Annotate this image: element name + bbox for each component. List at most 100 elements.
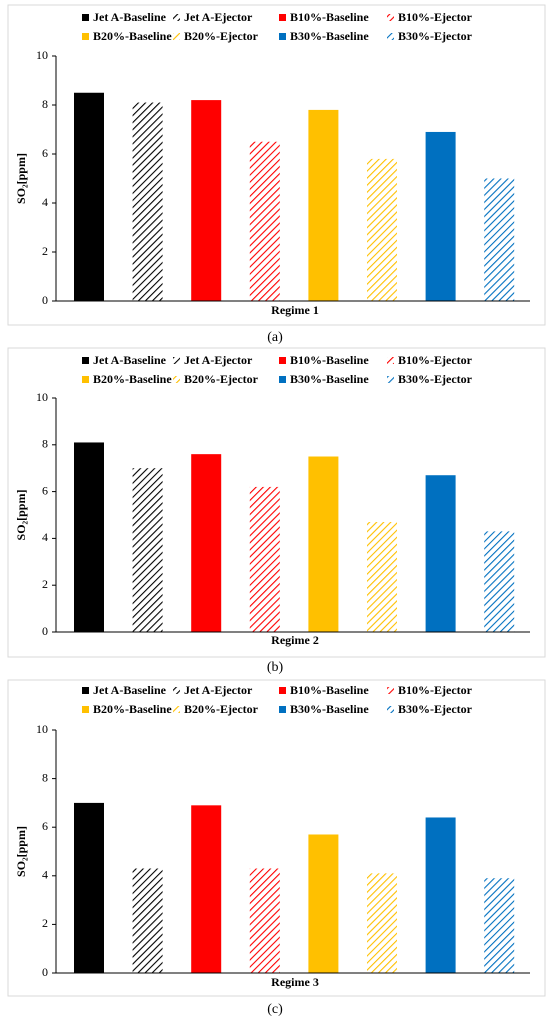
legend-label: B30%-Ejector — [398, 372, 473, 386]
legend-label: B10%-Baseline — [290, 353, 369, 367]
bar — [308, 834, 339, 973]
bar — [425, 131, 456, 301]
bar — [191, 100, 222, 301]
bar — [425, 817, 456, 973]
legend-label: B20%-Ejector — [184, 29, 259, 43]
y-tick-label: 0 — [42, 293, 48, 307]
bar — [249, 486, 280, 632]
bar — [132, 102, 163, 301]
legend-marker — [387, 33, 394, 40]
y-tick-label: 8 — [42, 97, 48, 111]
legend-marker — [279, 357, 286, 364]
bar — [74, 802, 104, 973]
bar — [74, 442, 104, 632]
legend-marker — [82, 376, 89, 383]
bar — [484, 531, 515, 632]
caption: (c) — [267, 1002, 283, 1017]
bar — [367, 873, 397, 973]
bar — [249, 141, 280, 301]
legend-marker — [82, 687, 89, 694]
bar — [308, 456, 339, 632]
legend-label: B10%-Baseline — [290, 683, 369, 697]
legend-marker — [387, 687, 394, 694]
legend-marker — [279, 376, 286, 383]
bar — [425, 475, 456, 632]
y-axis-label: SO₂[ppm] — [14, 826, 28, 877]
legend-label: B20%-Baseline — [93, 702, 172, 716]
legend-label: B30%-Baseline — [290, 702, 369, 716]
panel-frame — [7, 4, 546, 326]
y-tick-label: 10 — [36, 390, 48, 404]
legend-label: B30%-Ejector — [398, 29, 473, 43]
legend-marker — [279, 706, 286, 713]
y-tick-label: 0 — [42, 624, 48, 638]
y-axis-label: SO₂[ppm] — [14, 490, 28, 541]
legend-label: B20%-Baseline — [93, 372, 172, 386]
y-tick-label: 6 — [42, 819, 48, 833]
legend-marker — [173, 14, 180, 21]
bar — [308, 109, 339, 302]
legend-label: B20%-Ejector — [184, 372, 259, 386]
bar — [132, 868, 163, 973]
bar — [191, 805, 222, 973]
y-tick-label: 2 — [42, 916, 48, 930]
y-tick-label: 10 — [36, 722, 48, 736]
legend-marker — [82, 14, 89, 21]
legend-marker — [173, 357, 180, 364]
legend-label: Jet A-Ejector — [184, 353, 253, 367]
legend-label: Jet A-Ejector — [184, 10, 253, 24]
caption: (a) — [267, 330, 283, 345]
y-tick-label: 10 — [36, 48, 48, 62]
bar — [484, 178, 515, 301]
bar — [484, 878, 515, 973]
y-tick-label: 8 — [42, 437, 48, 451]
legend-label: B30%-Baseline — [290, 29, 369, 43]
legend-label: Jet A-Baseline — [93, 10, 167, 24]
y-tick-label: 6 — [42, 483, 48, 497]
legend-marker — [387, 376, 394, 383]
x-axis-label: Regime 2 — [271, 633, 319, 647]
legend-label: B20%-Baseline — [93, 29, 172, 43]
panel-frame — [7, 679, 546, 997]
y-tick-label: 4 — [42, 195, 48, 209]
caption: (b) — [267, 660, 284, 675]
y-tick-label: 0 — [42, 965, 48, 979]
bar — [132, 468, 163, 632]
legend-label: B10%-Ejector — [398, 10, 473, 24]
legend-label: B10%-Baseline — [290, 10, 369, 24]
legend-marker — [82, 33, 89, 40]
legend-marker — [387, 14, 394, 21]
y-tick-label: 6 — [42, 146, 48, 160]
legend-marker — [173, 33, 180, 40]
legend-marker — [173, 687, 180, 694]
legend-label: Jet A-Baseline — [93, 683, 167, 697]
bar — [367, 522, 397, 632]
legend-marker — [387, 357, 394, 364]
legend-marker — [279, 33, 286, 40]
legend-label: B20%-Ejector — [184, 702, 259, 716]
legend-label: B30%-Baseline — [290, 372, 369, 386]
legend-label: B10%-Ejector — [398, 683, 473, 697]
legend-marker — [279, 687, 286, 694]
y-tick-label: 8 — [42, 770, 48, 784]
legend-marker — [173, 376, 180, 383]
x-axis-label: Regime 3 — [271, 975, 319, 989]
legend-marker — [173, 706, 180, 713]
y-tick-label: 4 — [42, 530, 48, 544]
legend-label: Jet A-Ejector — [184, 683, 253, 697]
bar — [74, 92, 104, 301]
y-tick-label: 2 — [42, 244, 48, 258]
legend-label: B30%-Ejector — [398, 702, 473, 716]
x-axis-label: Regime 1 — [271, 303, 319, 317]
y-axis-label: SO₂[ppm] — [14, 153, 28, 204]
legend-marker — [279, 14, 286, 21]
legend-marker — [387, 706, 394, 713]
legend-label: B10%-Ejector — [398, 353, 473, 367]
legend-marker — [82, 706, 89, 713]
y-tick-label: 4 — [42, 868, 48, 882]
y-tick-label: 2 — [42, 577, 48, 591]
bar — [367, 158, 397, 301]
bar — [191, 454, 222, 632]
legend-label: Jet A-Baseline — [93, 353, 167, 367]
